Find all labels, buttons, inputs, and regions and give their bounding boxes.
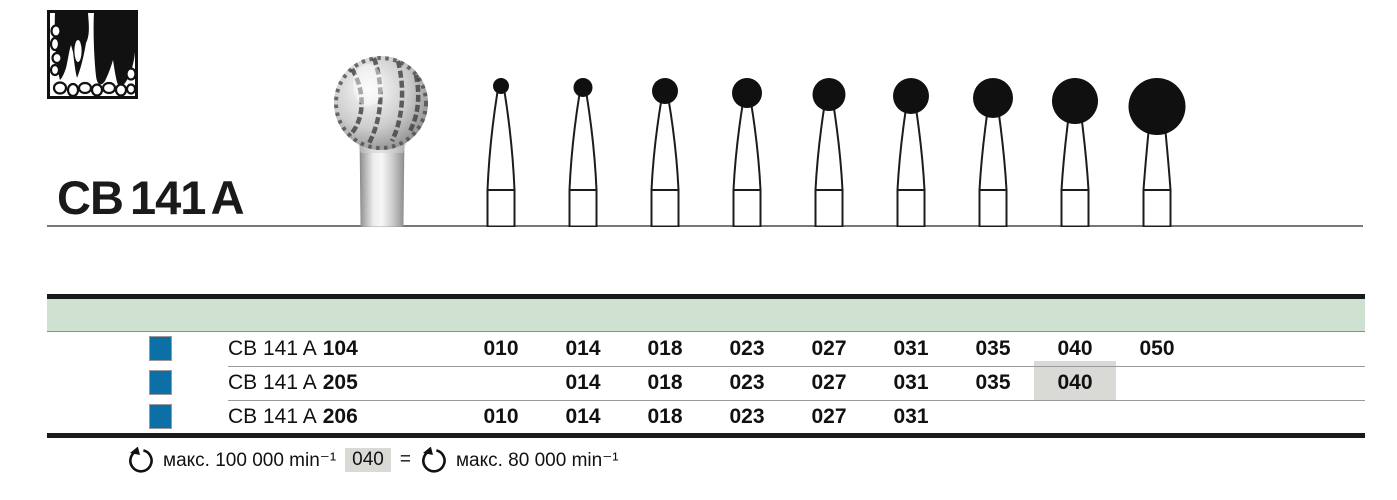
size-table: CB 141 A 104 010 014 018 023 027 031 035 … [47,294,1365,438]
row-figure: 104 [322,337,358,360]
reduced-speed-label: макс. 80 000 min⁻¹ [455,449,619,471]
size-cell: 018 [647,371,683,394]
size-cell: 027 [811,405,847,428]
bur-photo [334,56,428,227]
table-bottom-border [47,433,1365,438]
size-cell: 018 [647,337,683,360]
bur-schematic-icon [1128,78,1186,227]
table-top-border [47,294,1365,299]
size-cell: 014 [565,405,601,428]
size-cell: 050 [1139,337,1175,360]
row-series: CB 141 A [228,371,317,394]
rotation-ccw-icon [129,446,153,473]
bur-schematic-icon [568,78,598,227]
table-header-band [47,299,1365,331]
product-title: CB 141 A [57,171,245,224]
size-cell: 040 [1057,337,1093,360]
size-cell: 018 [647,405,683,428]
series-color-square [149,370,172,395]
table-row: CB 141 A 104 010 014 018 023 027 031 035 … [47,332,1365,366]
size-cell: 035 [975,371,1011,394]
size-cell: 023 [729,371,765,394]
size-cell: 023 [729,405,765,428]
bur-schematic-icon [893,78,929,227]
size-cell: 031 [893,337,929,360]
table-row: CB 141 A 206 010 014 018 023 027 031 [47,400,1365,433]
size-cell: 023 [729,337,765,360]
bur-schematic-icon [973,78,1013,227]
table-header-divider [47,331,1365,332]
row-label: CB 141 A 205 [228,366,358,400]
equals-sign: = [399,449,411,470]
row-figure: 206 [322,405,358,428]
bur-schematic-icon [650,78,680,227]
rotation-ccw-icon [422,446,446,473]
series-color-square [149,404,172,429]
bur-schematic-icon [812,78,846,227]
series-color-square [149,336,172,361]
size-cell: 027 [811,337,847,360]
size-cell: 010 [483,405,519,428]
bur-schematic-icon [486,78,516,227]
size-cell-highlighted: 040 [1057,371,1093,394]
size-cell: 027 [811,371,847,394]
row-label: CB 141 A 104 [228,332,358,366]
row-series: CB 141 A [228,337,317,360]
row-figure: 205 [322,371,358,394]
row-label: CB 141 A 206 [228,400,358,434]
max-speed-label: макс. 100 000 min⁻¹ [163,449,337,471]
highlight-box-040 [1034,361,1116,400]
size-cell: 010 [483,337,519,360]
row-divider [228,366,1365,367]
row-divider [228,400,1365,401]
size-cell: 014 [565,337,601,360]
row-series: CB 141 A [228,405,317,428]
baseline-rule [47,225,1363,227]
bur-schematic-icon [732,78,762,227]
size-cell: 014 [565,371,601,394]
speed-legend: макс. 100 000 min⁻¹ 040 = макс. 80 000 m… [127,445,619,475]
size-cell: 031 [893,405,929,428]
tooth-in-bone-icon [47,10,138,99]
bur-schematic-icon [1052,78,1098,227]
highlighted-size-code: 040 [345,448,391,472]
size-cell: 035 [975,337,1011,360]
table-row: CB 141 A 205 014 018 023 027 031 035 040 [47,366,1365,400]
size-cell: 031 [893,371,929,394]
